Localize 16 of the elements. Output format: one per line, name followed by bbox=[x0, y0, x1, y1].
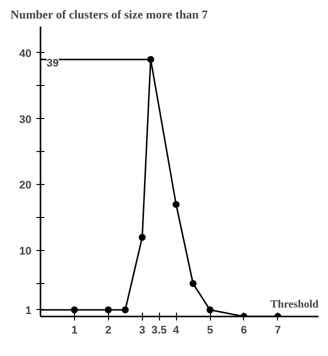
y-tick-label: 1 bbox=[25, 304, 32, 317]
x-tick-label: 6 bbox=[240, 324, 247, 336]
x-tick-label: 7 bbox=[274, 324, 281, 336]
y-tick-label: 40 bbox=[19, 48, 32, 60]
x-tick-label: 2 bbox=[105, 324, 112, 336]
x-tick-label: 4 bbox=[173, 324, 180, 336]
x-tick-label: 5 bbox=[206, 324, 214, 336]
y-tick-label: 20 bbox=[19, 180, 32, 192]
x-tick-label: 3 bbox=[139, 324, 146, 336]
x-axis-title: Threshold bbox=[270, 298, 318, 310]
y-tick-label: 10 bbox=[19, 246, 32, 258]
y-tick-label: 30 bbox=[19, 114, 32, 126]
chart-title: Number of clusters of size more than 7 bbox=[10, 8, 208, 22]
ref-line-label: 39 bbox=[46, 57, 59, 70]
x-tick-label: 1 bbox=[71, 324, 78, 336]
x-tick-label: 3.5 bbox=[152, 324, 167, 336]
